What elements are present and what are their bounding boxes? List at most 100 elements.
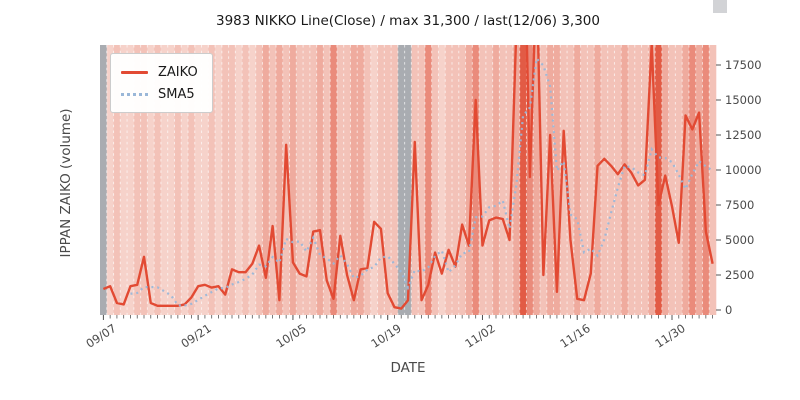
day-band	[289, 45, 297, 315]
day-band	[296, 45, 304, 315]
scrollbar-fragment	[713, 0, 727, 13]
day-band	[147, 45, 155, 315]
y-tick-label: 7500	[725, 198, 755, 212]
day-band	[607, 45, 615, 315]
day-band	[154, 45, 162, 315]
day-band	[343, 45, 351, 315]
day-band	[235, 45, 243, 315]
day-band	[485, 45, 493, 315]
day-band	[682, 45, 690, 315]
day-band	[181, 45, 189, 315]
day-band	[506, 45, 514, 315]
day-band	[255, 45, 263, 315]
chart-title: 3983 NIKKO Line(Close) / max 31,300 / la…	[216, 13, 600, 29]
day-band	[370, 45, 378, 315]
day-band	[655, 45, 663, 315]
day-band	[688, 45, 696, 315]
day-band	[709, 45, 717, 315]
day-band	[567, 45, 575, 315]
day-band	[377, 45, 385, 315]
day-band	[492, 45, 500, 315]
day-band	[309, 45, 317, 315]
day-band	[113, 45, 121, 315]
day-band	[519, 45, 527, 315]
zaiko-line-swatch	[121, 70, 148, 74]
day-band	[282, 45, 290, 315]
sma5-line-swatch	[121, 92, 148, 96]
day-band	[634, 45, 642, 315]
day-band	[188, 45, 196, 315]
day-band	[445, 45, 453, 315]
day-band	[452, 45, 460, 315]
day-band	[702, 45, 710, 315]
zaiko-line	[102, 45, 714, 310]
day-band	[533, 45, 541, 315]
day-band	[248, 45, 256, 315]
day-band	[580, 45, 588, 315]
legend: ZAIKO SMA5	[110, 53, 213, 113]
day-band	[472, 45, 480, 315]
legend-item-zaiko: ZAIKO	[121, 61, 198, 83]
day-band	[269, 45, 277, 315]
day-band	[438, 45, 446, 315]
y-tick-label: 12500	[725, 128, 762, 142]
day-band	[458, 45, 466, 315]
day-band	[336, 45, 344, 315]
day-band	[228, 45, 236, 315]
day-band	[357, 45, 365, 315]
day-band	[424, 45, 432, 315]
day-band	[384, 45, 392, 315]
day-band	[675, 45, 683, 315]
day-band	[391, 45, 399, 315]
day-band	[127, 45, 135, 315]
y-tick-label: 10000	[725, 163, 762, 177]
y-tick-label: 17500	[725, 58, 762, 72]
day-band	[323, 45, 331, 315]
day-band	[479, 45, 487, 315]
day-band	[499, 45, 507, 315]
day-band	[208, 45, 216, 315]
day-band	[621, 45, 629, 315]
legend-label-zaiko: ZAIKO	[158, 64, 198, 80]
day-band	[628, 45, 636, 315]
day-band	[587, 45, 595, 315]
series-group	[102, 45, 714, 310]
day-band	[201, 45, 209, 315]
day-band	[526, 45, 534, 315]
day-band	[303, 45, 311, 315]
day-band	[540, 45, 548, 315]
day-band	[316, 45, 324, 315]
day-band	[330, 45, 338, 315]
day-band	[431, 45, 439, 315]
day-band	[174, 45, 182, 315]
day-band	[276, 45, 284, 315]
y-tick-label: 5000	[725, 233, 755, 247]
day-band	[465, 45, 473, 315]
day-band	[553, 45, 561, 315]
day-band	[167, 45, 175, 315]
y-tick-label: 15000	[725, 93, 762, 107]
day-band	[668, 45, 676, 315]
day-band	[614, 45, 622, 315]
day-band	[364, 45, 372, 315]
day-band	[573, 45, 581, 315]
day-band	[100, 45, 108, 315]
legend-item-sma5: SMA5	[121, 83, 198, 105]
y-tick-label: 0	[725, 303, 733, 317]
day-band	[140, 45, 148, 315]
day-band	[404, 45, 412, 315]
day-band	[221, 45, 229, 315]
day-band	[194, 45, 202, 315]
day-band	[397, 45, 405, 315]
y-tick-label: 2500	[725, 268, 755, 282]
day-band	[648, 45, 656, 315]
day-band	[350, 45, 358, 315]
day-band	[600, 45, 608, 315]
y-axis-label: IPPAN ZAIKO (volume)	[58, 108, 74, 258]
sma5-line	[130, 56, 714, 307]
day-band	[546, 45, 554, 315]
day-band	[160, 45, 168, 315]
day-band	[695, 45, 703, 315]
